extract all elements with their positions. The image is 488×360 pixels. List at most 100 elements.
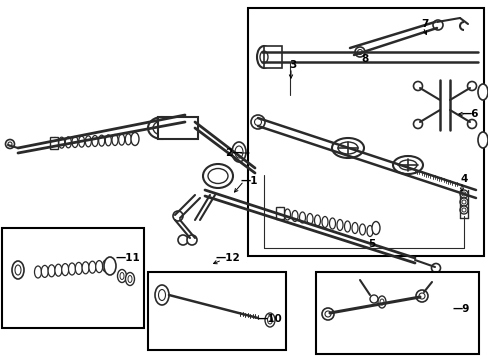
Bar [2,228,143,328]
Ellipse shape [153,121,171,135]
Ellipse shape [314,215,320,226]
Ellipse shape [477,84,487,100]
Ellipse shape [75,262,82,274]
Circle shape [254,118,261,126]
Text: —11: —11 [115,253,140,263]
Ellipse shape [155,285,169,305]
Ellipse shape [231,142,245,162]
Text: —1: —1 [240,176,257,186]
Ellipse shape [331,138,363,158]
Ellipse shape [344,221,350,232]
Text: 7: 7 [421,19,428,29]
Circle shape [321,308,333,320]
Ellipse shape [284,209,290,220]
Ellipse shape [102,260,109,272]
Ellipse shape [371,221,379,234]
Circle shape [461,192,465,196]
Circle shape [186,235,197,245]
Ellipse shape [85,136,91,147]
Circle shape [173,211,183,221]
Circle shape [357,50,362,54]
Ellipse shape [337,142,357,154]
Ellipse shape [55,264,62,276]
Ellipse shape [377,296,385,308]
Text: —6: —6 [460,109,478,119]
Circle shape [459,190,467,198]
Ellipse shape [48,265,55,277]
Ellipse shape [68,263,75,275]
Circle shape [459,206,467,214]
Ellipse shape [366,225,372,237]
Bar [247,8,483,256]
Circle shape [461,208,465,212]
Ellipse shape [96,261,102,273]
Ellipse shape [125,273,134,285]
Ellipse shape [82,262,89,274]
Ellipse shape [359,224,365,235]
Bar [275,207,284,219]
Circle shape [8,142,12,146]
Ellipse shape [65,137,71,148]
Ellipse shape [79,136,84,147]
Ellipse shape [61,264,68,276]
Circle shape [413,81,422,90]
Ellipse shape [132,134,138,144]
Circle shape [415,290,427,302]
Ellipse shape [104,257,116,275]
Ellipse shape [105,135,111,146]
Ellipse shape [398,160,416,170]
Circle shape [250,115,264,129]
Circle shape [432,20,442,30]
Ellipse shape [119,134,124,145]
Bar [158,117,198,139]
Bar [50,137,58,149]
Circle shape [461,200,465,204]
Circle shape [418,293,424,299]
Ellipse shape [257,46,270,68]
Ellipse shape [72,136,78,148]
Circle shape [459,198,467,206]
Bar [315,272,478,354]
Ellipse shape [351,222,357,234]
Ellipse shape [125,134,131,145]
Ellipse shape [99,135,104,146]
Circle shape [467,81,475,90]
Ellipse shape [35,266,41,278]
Text: 2—: 2— [225,148,242,158]
Ellipse shape [131,132,139,145]
Ellipse shape [291,211,297,221]
Text: 8: 8 [361,54,368,64]
Circle shape [369,295,377,303]
Text: —12: —12 [215,253,240,263]
Circle shape [5,140,15,149]
Text: —9: —9 [451,304,469,314]
Ellipse shape [392,156,422,174]
Ellipse shape [52,138,58,149]
Ellipse shape [41,265,48,278]
Text: 4: 4 [459,174,467,184]
Ellipse shape [306,213,312,225]
Ellipse shape [336,220,342,230]
Circle shape [413,120,422,129]
Ellipse shape [299,212,305,223]
Ellipse shape [12,261,24,279]
Text: —10: —10 [257,314,282,324]
Circle shape [325,311,330,317]
Ellipse shape [59,137,64,148]
Bar [148,272,285,350]
Circle shape [430,264,440,273]
Ellipse shape [148,117,176,139]
Ellipse shape [89,261,96,273]
Ellipse shape [329,218,335,229]
Ellipse shape [264,313,274,327]
Circle shape [178,235,187,245]
Ellipse shape [92,135,98,147]
Text: 3: 3 [289,60,296,70]
Circle shape [467,120,475,129]
Ellipse shape [276,207,283,219]
Ellipse shape [112,135,118,145]
Ellipse shape [207,168,227,184]
Bar [264,46,282,68]
Ellipse shape [117,270,126,283]
Ellipse shape [203,164,232,188]
